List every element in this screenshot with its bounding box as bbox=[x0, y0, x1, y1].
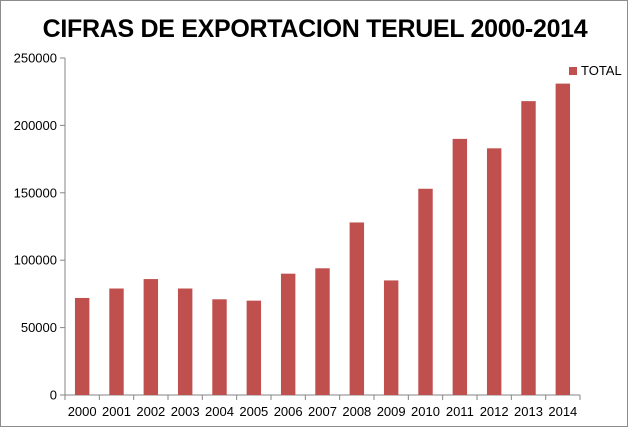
x-tick-label: 2011 bbox=[446, 404, 474, 419]
x-tick-label: 2009 bbox=[377, 404, 406, 419]
x-tick-label: 2013 bbox=[514, 404, 543, 419]
y-tick-label: 250000 bbox=[14, 51, 57, 66]
x-tick-label: 2012 bbox=[480, 404, 509, 419]
x-tick-label: 2001 bbox=[102, 404, 131, 419]
bar-2011 bbox=[452, 138, 468, 395]
x-tick-label: 2008 bbox=[342, 404, 371, 419]
x-tick-label: 2003 bbox=[171, 404, 200, 419]
bar-2008 bbox=[349, 222, 365, 395]
bar-2007 bbox=[315, 268, 330, 395]
bar-2012 bbox=[486, 148, 502, 395]
bar-2005 bbox=[246, 300, 262, 395]
bar-2003 bbox=[177, 288, 193, 395]
bar-2002 bbox=[143, 279, 159, 395]
x-tick-label: 2000 bbox=[68, 404, 97, 419]
legend-label: TOTAL bbox=[581, 63, 622, 78]
x-tick-label: 2006 bbox=[274, 404, 303, 419]
x-tick-label: 2005 bbox=[239, 404, 268, 419]
x-tick-label: 2002 bbox=[136, 404, 165, 419]
bar-2014 bbox=[555, 83, 571, 395]
chart-title: CIFRAS DE EXPORTACION TERUEL 2000-2014 bbox=[42, 15, 588, 43]
y-tick-label: 200000 bbox=[14, 118, 57, 133]
legend-swatch bbox=[569, 67, 577, 75]
bar-2013 bbox=[521, 101, 536, 396]
bar-2001 bbox=[109, 288, 124, 395]
x-tick-label: 2004 bbox=[205, 404, 234, 419]
bar-2004 bbox=[212, 299, 227, 395]
bar-2010 bbox=[418, 188, 433, 395]
x-tick-label: 2014 bbox=[548, 404, 577, 419]
bar-2009 bbox=[383, 280, 399, 395]
x-tick-label: 2007 bbox=[308, 404, 337, 419]
bar-2006 bbox=[280, 273, 296, 395]
bar-2000 bbox=[74, 297, 90, 395]
x-tick-label: 2010 bbox=[411, 404, 440, 419]
y-tick-label: 150000 bbox=[14, 185, 57, 200]
y-tick-label: 100000 bbox=[14, 253, 57, 268]
y-tick-label: 0 bbox=[50, 388, 57, 403]
y-tick-label: 50000 bbox=[21, 320, 57, 335]
